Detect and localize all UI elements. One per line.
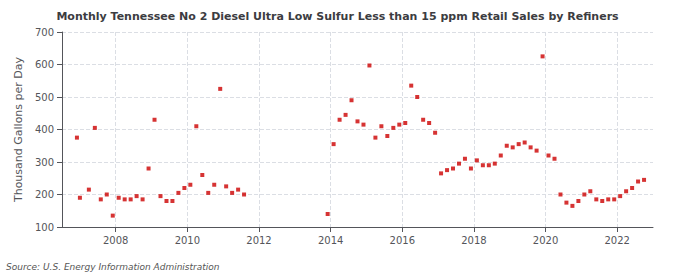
svg-text:100: 100 (35, 222, 54, 233)
svg-text:Source: U.S. Energy Informatio: Source: U.S. Energy Information Administ… (6, 262, 220, 272)
svg-text:Thousand Gallons per Day: Thousand Gallons per Day (12, 56, 25, 203)
svg-text:400: 400 (35, 124, 54, 135)
svg-text:200: 200 (35, 189, 54, 200)
svg-text:2008: 2008 (103, 235, 128, 246)
svg-text:300: 300 (35, 157, 54, 168)
svg-text:2018: 2018 (461, 235, 486, 246)
svg-text:2014: 2014 (318, 235, 343, 246)
svg-text:2016: 2016 (390, 235, 415, 246)
svg-text:2022: 2022 (604, 235, 629, 246)
svg-text:Monthly Tennessee No 2 Diesel: Monthly Tennessee No 2 Diesel Ultra Low … (56, 10, 619, 23)
svg-text:700: 700 (35, 27, 54, 38)
svg-text:2012: 2012 (246, 235, 271, 246)
svg-text:600: 600 (35, 59, 54, 70)
svg-text:500: 500 (35, 92, 54, 103)
svg-text:2020: 2020 (533, 235, 558, 246)
svg-text:2010: 2010 (175, 235, 200, 246)
